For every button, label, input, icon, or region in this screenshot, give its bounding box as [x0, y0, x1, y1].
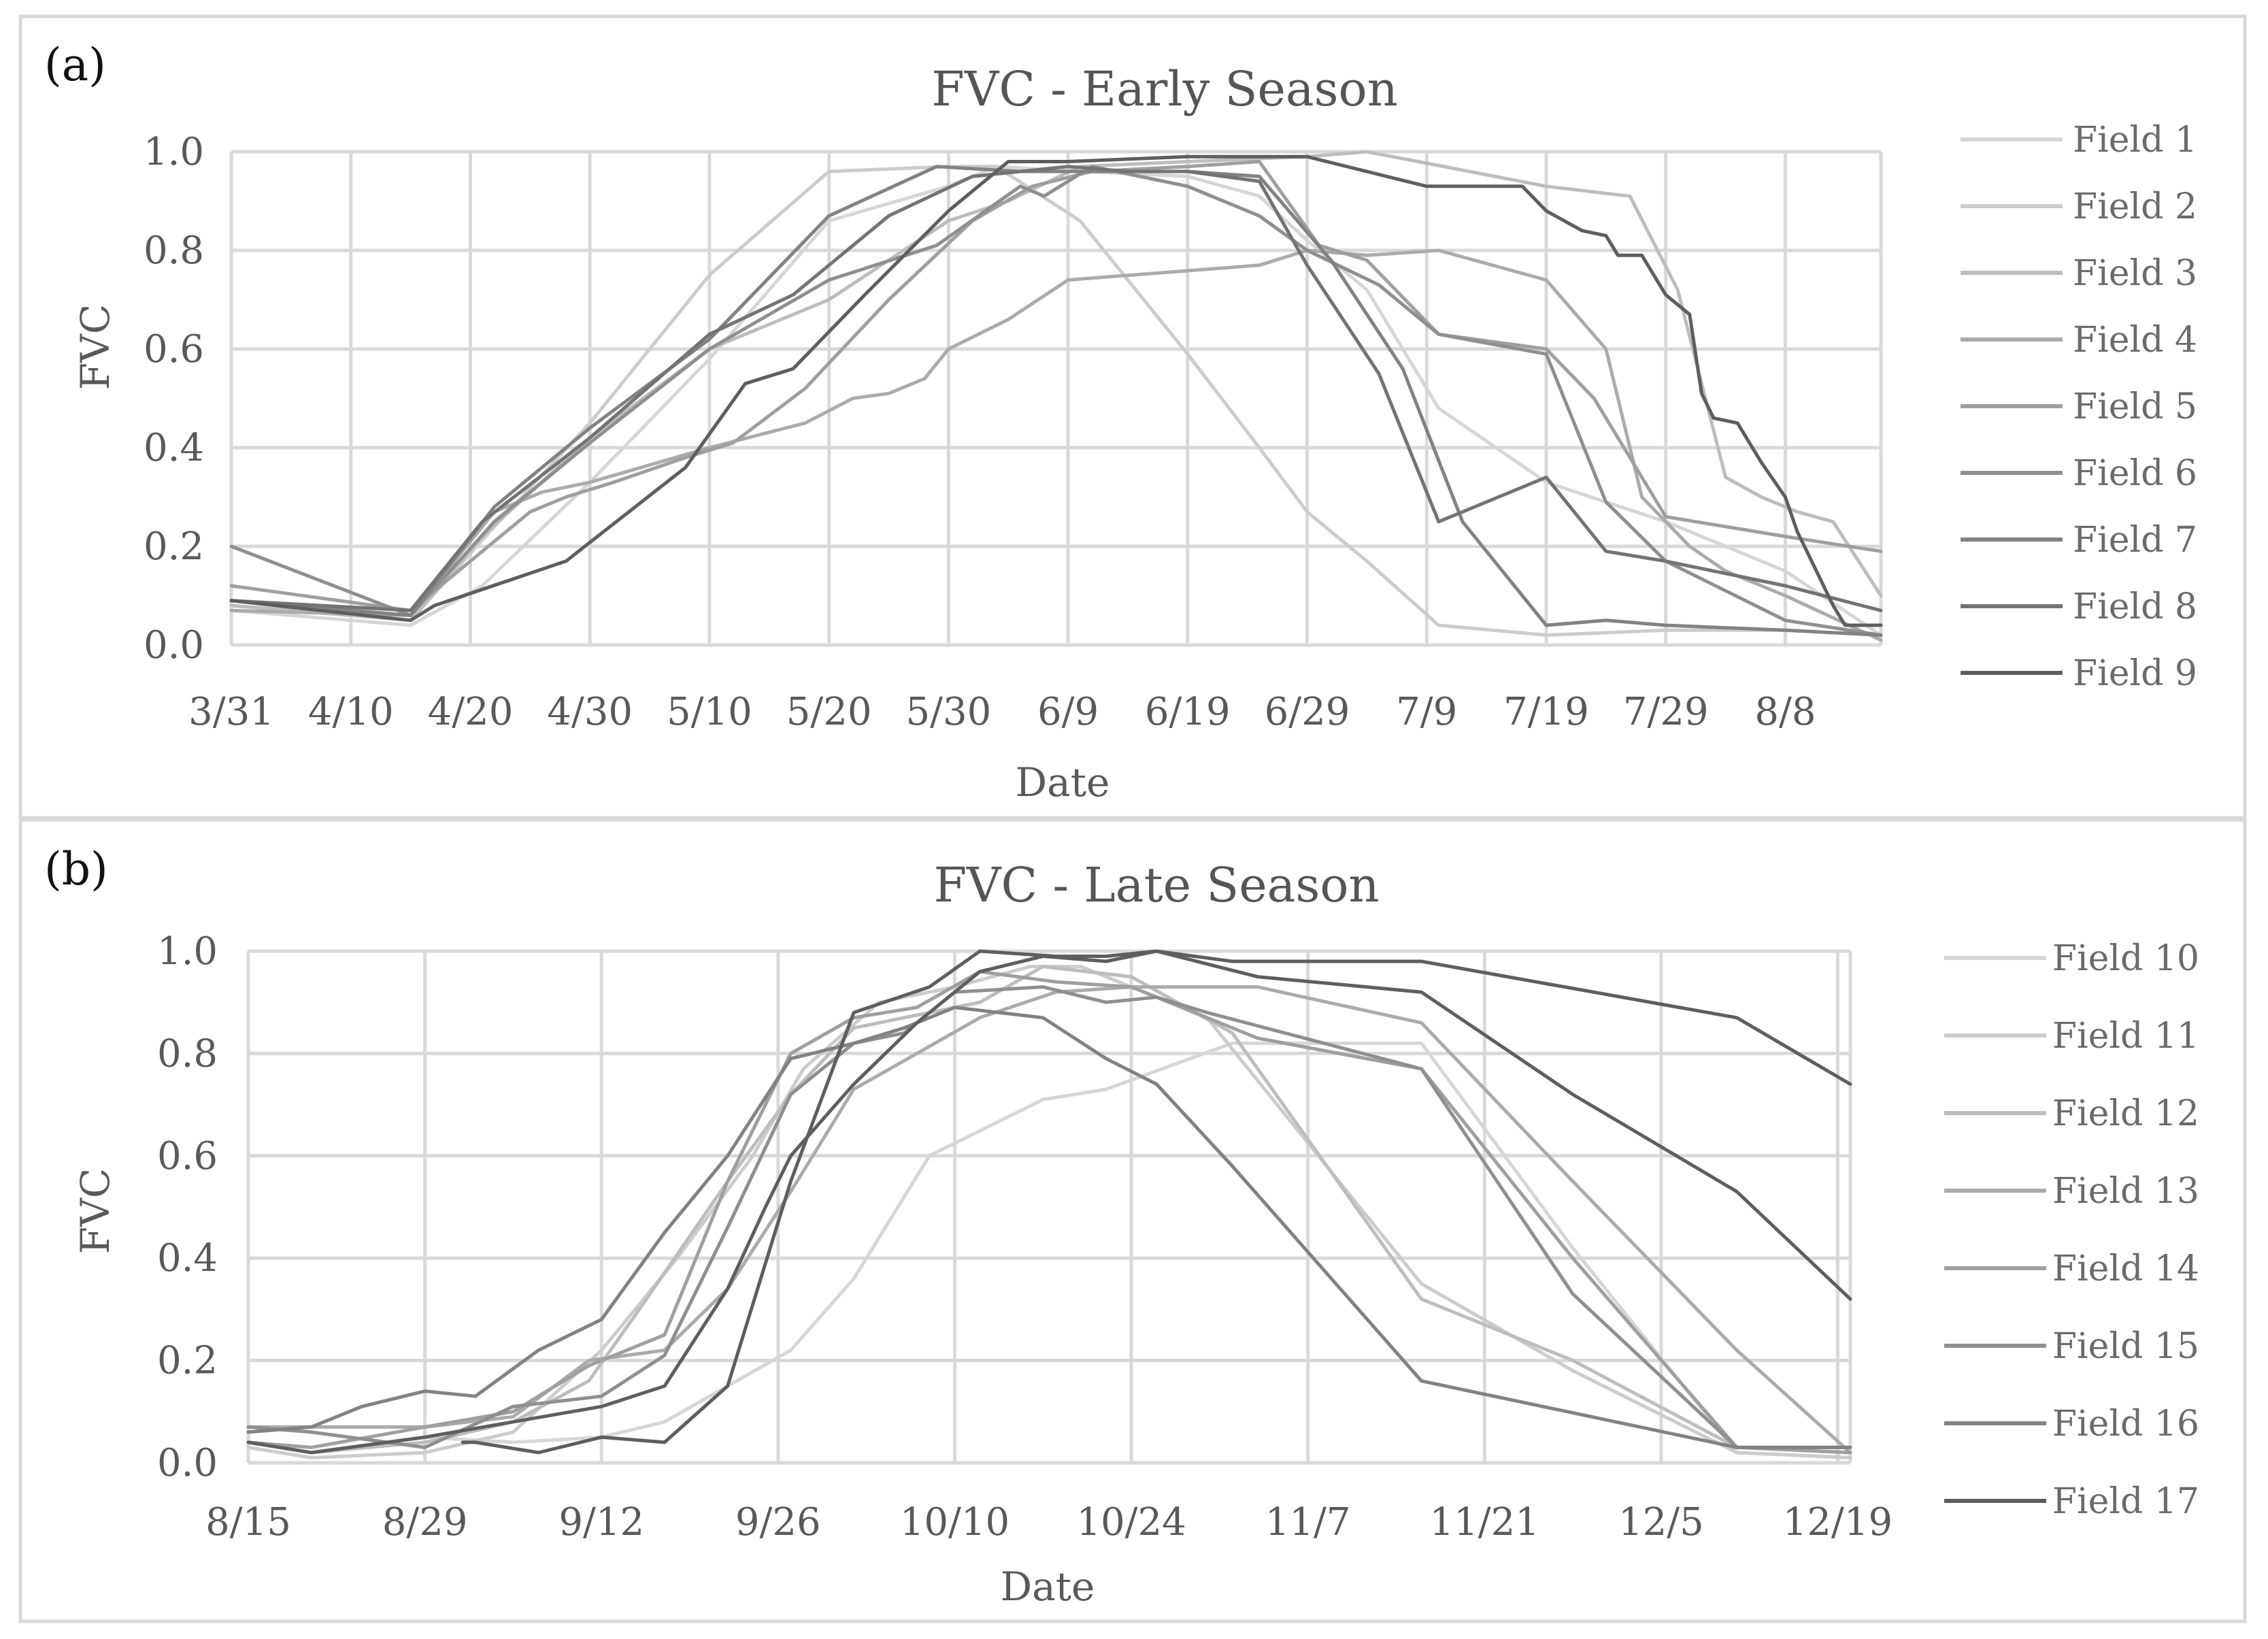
- legend-label: Field 9: [2073, 653, 2197, 694]
- y-tick-labels: 0.0 0.2 0.4 0.6 0.8 1.0: [157, 929, 218, 1485]
- x-tick-labels: 8/15 8/29 9/12 9/26 10/10 10/24 11/7 11/21 12/5 1…: [205, 1500, 1892, 1544]
- x-tick-label: 8/15: [205, 1500, 291, 1544]
- legend-label: Field 2: [2073, 186, 2197, 227]
- legend-label: Field 15: [2052, 1326, 2199, 1367]
- x-tick-label: 5/20: [786, 690, 872, 734]
- chart-title: FVC - Late Season: [933, 857, 1379, 913]
- series-line-field-13: [246, 985, 1852, 1455]
- legend-label: Field 16: [2052, 1404, 2199, 1444]
- legend-label: Field 3: [2073, 253, 2197, 294]
- legend-label: Field 4: [2073, 320, 2197, 361]
- y-tick-labels: 0.0 0.2 0.4 0.6 0.8 1.0: [144, 130, 204, 667]
- x-tick-label: 6/19: [1145, 690, 1231, 734]
- panel-a-frame: [18, 14, 2247, 820]
- legend-label: Field 14: [2052, 1248, 2199, 1289]
- series-line-field-3: [229, 150, 1883, 623]
- x-tick-label: 5/30: [905, 690, 991, 734]
- y-tick-label: 0.2: [144, 525, 204, 569]
- legend-label: Field 11: [2052, 1016, 2199, 1057]
- series-line-field-11: [246, 965, 1852, 1459]
- chart-early-season: FVC - Early Season 0.0 0.2 0.4 0.6 0.8 1.0 3/…: [72, 61, 2197, 806]
- x-tick-label: 6/29: [1265, 690, 1350, 734]
- series-line-field-1: [229, 165, 1883, 637]
- x-tick-labels: 3/31 4/10 4/20 4/30 5/10 5/20 5/30 6/9 6/19 6/29 7…: [188, 690, 1816, 734]
- y-tick-label: 0.0: [144, 623, 204, 667]
- x-tick-label: 9/12: [558, 1500, 644, 1544]
- chart-title: FVC - Early Season: [931, 61, 1398, 117]
- x-tick-label: 6/9: [1037, 690, 1099, 734]
- series-line-field-7: [229, 165, 1883, 637]
- y-tick-label: 0.0: [157, 1441, 218, 1485]
- series-line-field-9: [229, 154, 1883, 627]
- y-tick-label: 1.0: [144, 130, 204, 174]
- legend-label: Field 7: [2073, 520, 2197, 561]
- x-tick-label: 11/21: [1430, 1500, 1539, 1544]
- series-lines: [229, 150, 1883, 642]
- x-tick-label: 11/7: [1265, 1500, 1351, 1544]
- x-tick-label: 9/26: [735, 1500, 821, 1544]
- y-axis-label: FVC: [72, 1168, 118, 1255]
- y-tick-label: 0.4: [157, 1236, 218, 1280]
- series-line-field-17: [461, 949, 1852, 1455]
- panel-label-b: (b): [44, 843, 108, 895]
- y-tick-label: 0.4: [144, 426, 204, 470]
- y-axis-label: FVC: [72, 304, 118, 391]
- x-tick-label: 10/10: [900, 1500, 1010, 1544]
- legend-label: Field 6: [2073, 453, 2197, 494]
- y-tick-label: 0.2: [157, 1339, 218, 1383]
- x-tick-label: 12/5: [1618, 1500, 1704, 1544]
- x-tick-label: 4/10: [308, 690, 394, 734]
- legend: Field 1 Field 2 Field 3 Field 4 Field 5 Field…: [1961, 120, 2197, 694]
- y-tick-label: 0.8: [144, 229, 204, 273]
- y-tick-label: 0.6: [144, 327, 204, 371]
- legend-label: Field 8: [2073, 586, 2197, 627]
- x-tick-label: 7/9: [1396, 690, 1457, 734]
- y-tick-label: 0.8: [157, 1031, 218, 1076]
- x-tick-label: 4/20: [428, 690, 514, 734]
- series-line-field-16: [246, 1006, 1852, 1449]
- panel-label-a: (a): [44, 39, 106, 91]
- panel-b-frame: [18, 818, 2247, 1623]
- legend-label: Field 12: [2052, 1093, 2199, 1134]
- x-tick-label: 7/19: [1503, 690, 1589, 734]
- chart-late-season: FVC - Late Season 0.0 0.2 0.4 0.6 0.8 1.0 8/1…: [72, 857, 2199, 1610]
- series-line-field-6: [229, 165, 1883, 637]
- series-line-field-12: [246, 965, 1852, 1455]
- x-tick-label: 5/10: [667, 690, 752, 734]
- grid: [229, 150, 1883, 647]
- y-tick-label: 1.0: [157, 929, 218, 974]
- legend-label: Field 1: [2073, 120, 2197, 161]
- legend-label: Field 13: [2052, 1171, 2199, 1212]
- legend-label: Field 5: [2073, 386, 2197, 427]
- legend: Field 10 Field 11 Field 12 Field 13 Field 14…: [1944, 938, 2199, 1522]
- x-tick-label: 12/19: [1783, 1500, 1892, 1544]
- x-tick-label: 3/31: [188, 690, 274, 734]
- series-line-field-2: [229, 165, 1883, 637]
- legend-label: Field 10: [2052, 938, 2199, 979]
- legend-label: Field 17: [2052, 1481, 2199, 1522]
- x-tick-label: 10/24: [1076, 1500, 1186, 1544]
- series-line-field-4: [229, 248, 1883, 642]
- series-line-field-17-second-curve-: [246, 949, 1852, 1455]
- x-tick-label: 8/8: [1754, 690, 1816, 734]
- x-axis-label: Date: [1001, 1563, 1095, 1610]
- y-tick-label: 0.6: [157, 1134, 218, 1178]
- series-lines: [246, 949, 1852, 1459]
- x-axis-label: Date: [1016, 759, 1110, 806]
- series-line-field-8: [229, 165, 1883, 612]
- series-line-field-5: [229, 160, 1883, 612]
- x-tick-label: 4/30: [547, 690, 633, 734]
- series-line-field-10: [246, 1041, 1852, 1459]
- x-tick-label: 8/29: [382, 1500, 468, 1544]
- x-tick-label: 7/29: [1623, 690, 1709, 734]
